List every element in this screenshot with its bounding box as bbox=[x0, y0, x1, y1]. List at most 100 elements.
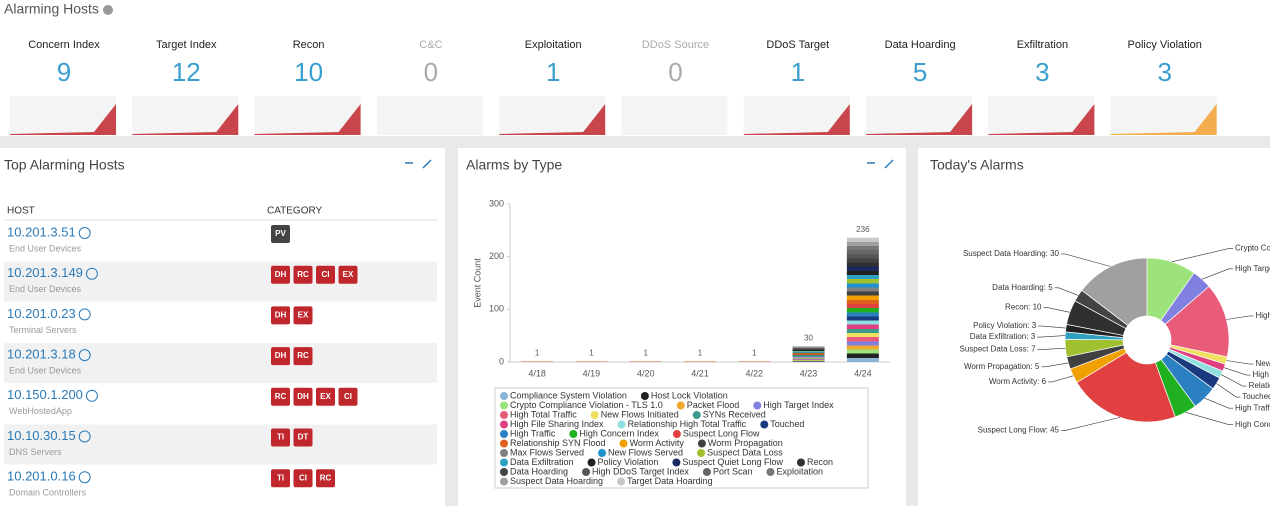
column-header: HOST bbox=[7, 206, 35, 217]
legend-swatch bbox=[598, 449, 607, 457]
legend-label: Crypto Compliance Violation - TLS 1.0 bbox=[510, 400, 663, 410]
expand-icon[interactable] bbox=[422, 159, 432, 169]
legend-swatch bbox=[500, 401, 508, 410]
category-tag bbox=[316, 387, 335, 406]
category-tag-label: CI bbox=[299, 473, 307, 482]
legend-label: Touched bbox=[770, 419, 804, 429]
host-menu-icon[interactable] bbox=[78, 227, 91, 239]
legend-label: Packet Flood bbox=[687, 400, 740, 410]
legend-swatch bbox=[617, 477, 626, 486]
sparkline bbox=[254, 104, 361, 135]
legend-swatch bbox=[640, 392, 649, 400]
bar-value-label: 1 bbox=[535, 349, 540, 358]
host-link[interactable]: 10.201.3.18 bbox=[7, 347, 76, 362]
legend-swatch bbox=[500, 420, 508, 429]
leader-line bbox=[1037, 335, 1066, 338]
host-menu-icon[interactable] bbox=[78, 349, 91, 362]
y-tick-label: 200 bbox=[489, 251, 504, 261]
pie-label: Recon: 10 bbox=[1005, 303, 1042, 312]
sparkline bbox=[132, 104, 239, 135]
legend-swatch bbox=[702, 468, 711, 476]
legend-label: New Flows Initiated bbox=[601, 409, 679, 419]
legend-label: Compliance System Violation bbox=[510, 390, 627, 400]
host-link[interactable]: 10.201.3.149 bbox=[7, 265, 83, 280]
host-group: End User Devices bbox=[9, 365, 82, 375]
section-title: Alarming Hosts bbox=[4, 1, 99, 17]
category-tag-label: RC bbox=[297, 270, 309, 279]
legend-swatch bbox=[619, 439, 628, 448]
legend-label: Relationship SYN Flood bbox=[510, 438, 606, 448]
bar bbox=[521, 361, 554, 362]
x-tick-label: 4/21 bbox=[691, 368, 709, 378]
pie-label: Relation bbox=[1249, 381, 1270, 390]
host-menu-icon[interactable] bbox=[78, 308, 91, 321]
host-group: WebHostedApp bbox=[9, 406, 72, 416]
legend-swatch bbox=[590, 411, 599, 419]
legend-label: High Total Traffic bbox=[510, 409, 577, 419]
pie-label: Data Hoarding: 5 bbox=[992, 283, 1053, 292]
bar-value-label: 30 bbox=[804, 333, 813, 342]
leader-line bbox=[1037, 347, 1066, 350]
pie-slice bbox=[1076, 351, 1176, 423]
category-tag-label: DH bbox=[275, 311, 287, 320]
host-link[interactable]: 10.201.0.23 bbox=[7, 306, 76, 321]
y-axis-label: Event Count bbox=[472, 258, 482, 308]
host-menu-icon[interactable] bbox=[85, 389, 98, 402]
category-tag bbox=[293, 387, 313, 406]
legend-label: High File Sharing Index bbox=[510, 419, 604, 429]
category-tag bbox=[271, 469, 290, 488]
tile-label: C&C bbox=[419, 39, 442, 51]
panel-title: Alarms by Type bbox=[466, 157, 562, 173]
leader-line bbox=[1226, 360, 1254, 365]
legend-swatch bbox=[500, 392, 508, 400]
category-tag-label: EX bbox=[298, 311, 309, 320]
legend-swatch bbox=[766, 468, 775, 476]
legend-label: Data Hoarding bbox=[510, 466, 568, 476]
legend-swatch bbox=[692, 411, 701, 419]
legend-label: High DDoS Target Index bbox=[592, 466, 689, 476]
category-tag bbox=[316, 469, 335, 488]
tile-label: DDoS Source bbox=[642, 39, 709, 51]
host-menu-icon[interactable] bbox=[78, 430, 91, 443]
tile-label: Policy Violation bbox=[1127, 39, 1201, 51]
host-link[interactable]: 10.150.1.200 bbox=[7, 387, 83, 402]
tile-value: 12 bbox=[172, 57, 201, 87]
category-tag bbox=[271, 306, 290, 325]
host-group: Terminal Servers bbox=[9, 325, 77, 335]
legend-swatch bbox=[500, 468, 508, 476]
category-tag-label: DH bbox=[275, 351, 287, 360]
host-menu-icon[interactable] bbox=[78, 471, 91, 484]
tile-value: 0 bbox=[668, 57, 682, 87]
legend-swatch bbox=[587, 458, 596, 467]
category-tag bbox=[271, 428, 290, 447]
legend-swatch bbox=[500, 439, 508, 448]
panel-controls bbox=[405, 159, 894, 169]
legend-label: Exploitation bbox=[776, 466, 823, 476]
host-menu-icon[interactable] bbox=[85, 267, 98, 280]
pie-slice bbox=[1081, 257, 1148, 326]
legend-swatch bbox=[569, 430, 578, 438]
legend-label: Worm Propagation bbox=[708, 438, 783, 448]
x-tick-label: 4/18 bbox=[528, 368, 546, 378]
legend-label: Policy Violation bbox=[598, 457, 659, 467]
category-tag-label: RC bbox=[320, 473, 332, 482]
host-link[interactable]: 10.10.30.15 bbox=[7, 428, 76, 443]
pie-label: Data Exfiltration: 3 bbox=[970, 332, 1036, 341]
leader-line bbox=[1226, 315, 1254, 320]
pie-label: Touched: bbox=[1242, 392, 1270, 401]
tile-value: 3 bbox=[1157, 57, 1171, 87]
expand-icon[interactable] bbox=[884, 159, 894, 169]
tile-label: Target Index bbox=[156, 39, 217, 51]
tile-label: Data Hoarding bbox=[885, 39, 956, 51]
host-link[interactable]: 10.201.0.16 bbox=[7, 469, 76, 484]
host-link[interactable]: 10.201.3.51 bbox=[7, 224, 76, 239]
tile-value: 5 bbox=[913, 57, 927, 87]
row-background bbox=[4, 343, 437, 384]
category-tag-label: PV bbox=[275, 229, 286, 238]
legend-swatch bbox=[672, 458, 681, 467]
legend-label: Relationship High Total Traffic bbox=[628, 419, 747, 429]
category-tag bbox=[271, 387, 290, 406]
info-icon[interactable] bbox=[103, 5, 113, 15]
sparkline bbox=[988, 104, 1095, 135]
category-tag bbox=[293, 428, 313, 447]
